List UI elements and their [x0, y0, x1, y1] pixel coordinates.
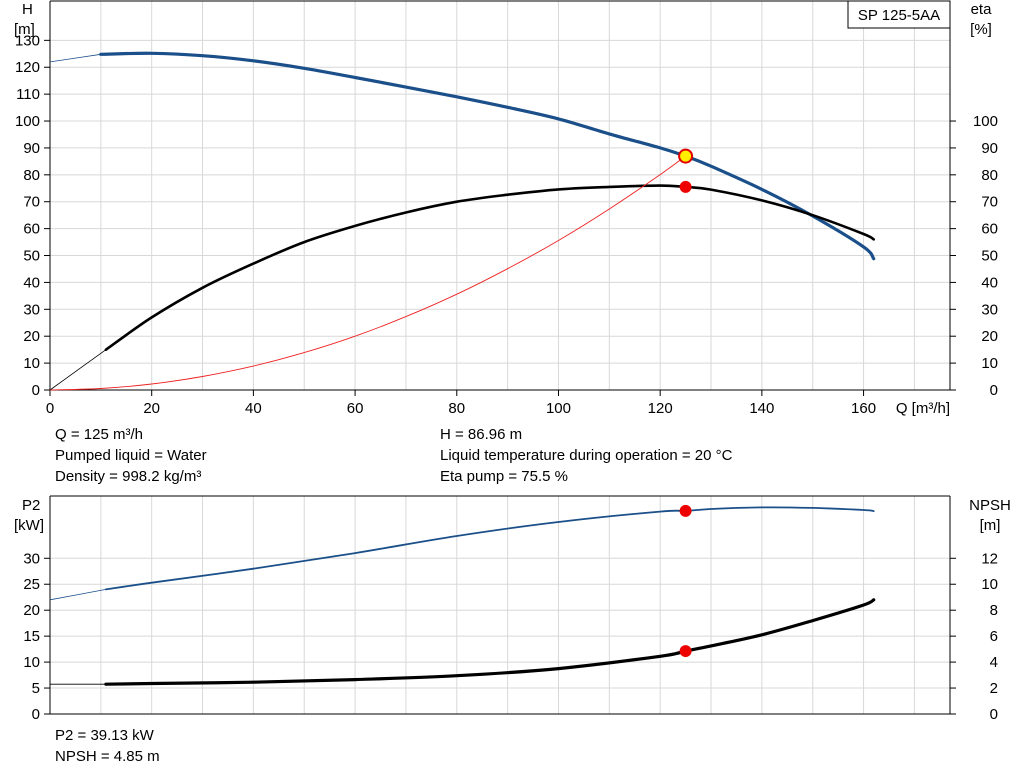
- series-eta-extension: [49, 349, 107, 391]
- series-npsh-line: [104, 598, 876, 686]
- y-left-tick-label: 90: [23, 140, 40, 157]
- y-right-tick-label: 12: [981, 550, 998, 567]
- y-right-tick-label: 0: [990, 706, 998, 723]
- x-tick-label: 100: [546, 400, 571, 417]
- y-left-tick-label: 70: [23, 194, 40, 211]
- y-right-title: NPSH: [969, 497, 1011, 514]
- y-right-tick-label: 0: [990, 382, 998, 399]
- y-left-tick-label: 60: [23, 221, 40, 238]
- x-axis-title: Q [m³/h]: [896, 400, 950, 417]
- y-right-unit: [m]: [980, 517, 1001, 534]
- y-left-tick-label: 10: [23, 355, 40, 372]
- y-right-tick-label: 6: [990, 628, 998, 645]
- series-h-extension: [49, 53, 101, 63]
- x-tick-label: 20: [143, 400, 160, 417]
- y-left-tick-label: 15: [23, 628, 40, 645]
- y-left-tick-label: 10: [23, 654, 40, 671]
- y-left-tick-label: 80: [23, 167, 40, 184]
- duty-point-eta: [679, 180, 692, 193]
- pump-curve-panel: 0 10 20 30 40 50 60 70 80 90 100 110 120 130 0 10 20 30 40…: [14, 0, 998, 417]
- y-left-tick-label: 30: [23, 301, 40, 318]
- y-right-tick-label: 4: [990, 654, 998, 671]
- duty-point-h: [678, 148, 694, 164]
- y-left-tick-label: 0: [32, 706, 40, 723]
- series-eta-line: [104, 184, 875, 351]
- p2-readout: P2 = 39.13 kW: [55, 727, 154, 744]
- head-readout: H = 86.96 m: [440, 426, 523, 443]
- flow-readout: Q = 125 m³/h: [55, 426, 143, 443]
- y-left-tick-label: 0: [32, 382, 40, 399]
- temperature-readout: Liquid temperature during operation = 20…: [440, 447, 733, 464]
- y-right-tick-label: 10: [981, 355, 998, 372]
- density-readout: Density = 998.2 kg/m³: [55, 468, 202, 485]
- y-left-unit: [m]: [14, 21, 35, 38]
- y-right-tick-label: 60: [981, 221, 998, 238]
- legend-label: SP 125-5AA: [858, 7, 940, 24]
- npsh-readout: NPSH = 4.85 m: [55, 748, 160, 765]
- power-npsh-panel: 0 5 10 15 20 25 30 0 2 4 6 8 10 12 P2 [kW] NPSH [m]: [14, 495, 1011, 723]
- y-left-tick-label: 30: [23, 550, 40, 567]
- y-right-tick-label: 30: [981, 301, 998, 318]
- y-right-tick-label: 80: [981, 167, 998, 184]
- x-tick-label: 0: [46, 400, 54, 417]
- x-tick-label: 120: [648, 400, 673, 417]
- y-right-tick-label: 90: [981, 140, 998, 157]
- y-left-tick-label: 50: [23, 248, 40, 265]
- y-right-tick-label: 20: [981, 328, 998, 345]
- y-left-tick-label: 120: [15, 59, 40, 76]
- y-left-tick-label: 40: [23, 274, 40, 291]
- y-left-tick-label: 110: [16, 86, 40, 103]
- y-right-tick-label: 50: [981, 248, 998, 265]
- y-right-title: eta: [971, 1, 993, 18]
- legend-box: [847, 0, 951, 29]
- y-right-tick-label: 2: [990, 680, 998, 697]
- y-right-tick-label: 10: [981, 576, 998, 593]
- y-right-tick-label: 8: [990, 602, 998, 619]
- y-left-tick-label: 20: [23, 328, 40, 345]
- y-right-tick-label: 40: [981, 274, 998, 291]
- x-tick-label: 80: [448, 400, 465, 417]
- y-left-tick-label: 20: [23, 602, 40, 619]
- y-left-unit: [kW]: [14, 517, 44, 534]
- pumped-liquid-readout: Pumped liquid = Water: [55, 447, 207, 464]
- y-left-tick-label: 5: [32, 680, 40, 697]
- x-tick-label: 140: [749, 400, 774, 417]
- y-right-tick-label: 70: [981, 194, 998, 211]
- series-p2-line: [105, 506, 875, 591]
- duty-point-p2: [679, 504, 692, 517]
- y-left-tick-label: 25: [23, 576, 40, 593]
- y-left-tick-label: 100: [15, 113, 40, 130]
- y-left-title: H: [22, 1, 33, 18]
- series-system-curve-line: [49, 155, 686, 391]
- x-tick-label: 160: [851, 400, 876, 417]
- x-tick-label: 60: [347, 400, 364, 417]
- series-h-line: [99, 51, 876, 261]
- eta-readout: Eta pump = 75.5 %: [440, 468, 568, 485]
- y-right-unit: [%]: [970, 21, 992, 38]
- y-left-tick-label: 130: [15, 32, 40, 49]
- duty-point-npsh: [679, 645, 692, 658]
- y-left-title: P2: [22, 497, 40, 514]
- series-p2-extension: [49, 589, 106, 601]
- x-tick-label: 40: [245, 400, 262, 417]
- y-right-tick-label: 100: [973, 113, 998, 130]
